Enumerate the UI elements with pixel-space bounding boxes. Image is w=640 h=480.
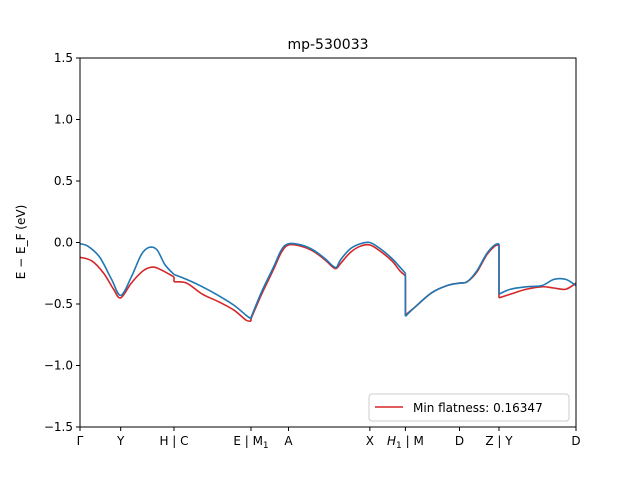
band-segment — [498, 277, 576, 295]
band-segment — [80, 256, 175, 299]
series-lines — [80, 241, 576, 323]
chart-title: mp-530033 — [287, 37, 368, 53]
x-tick-label: Γ — [77, 434, 84, 448]
y-tick-label: 0.0 — [54, 236, 73, 250]
legend-box — [368, 393, 570, 422]
y-tick-label: 0.5 — [54, 174, 73, 188]
legend: Min flatness: 0.16347 — [368, 393, 570, 422]
band-segment — [173, 280, 252, 323]
band-series-1 — [80, 243, 576, 323]
x-tick-label: D — [571, 434, 580, 448]
y-tick-label: −1.0 — [44, 359, 73, 373]
y-tick-label: −1.5 — [44, 420, 73, 434]
x-tick-label: H1 | M — [387, 434, 424, 451]
y-axis-label: E − E_F (eV) — [14, 205, 28, 280]
y-tick-label: 1.5 — [54, 51, 73, 65]
band-segment — [498, 282, 576, 299]
band-segment — [404, 242, 500, 317]
x-tick-label: Z | Y — [485, 434, 513, 448]
plot-frame — [79, 57, 577, 428]
band-segment — [80, 242, 175, 297]
y-tick-label: 1.0 — [54, 113, 73, 127]
band-segment — [173, 273, 252, 320]
y-tick-label: −0.5 — [44, 297, 73, 311]
x-tick-label: D — [455, 434, 464, 448]
band-segment — [250, 241, 406, 318]
x-axis: Γ Y H | C E | M1 A X H1 | M D Z | Y D — [77, 427, 581, 451]
y-axis: −1.5 −1.0 −0.5 0.0 0.5 1.0 1.5 — [44, 51, 80, 434]
x-tick-label: Y — [116, 434, 125, 448]
x-tick-label: X — [366, 434, 374, 448]
band-segment — [250, 243, 406, 320]
x-tick-label: H | C — [159, 434, 188, 448]
x-tick-label: E | M1 — [233, 434, 268, 451]
legend-label: Min flatness: 0.16347 — [413, 401, 543, 415]
x-tick-label: A — [284, 434, 293, 448]
band-series-2 — [80, 241, 576, 320]
